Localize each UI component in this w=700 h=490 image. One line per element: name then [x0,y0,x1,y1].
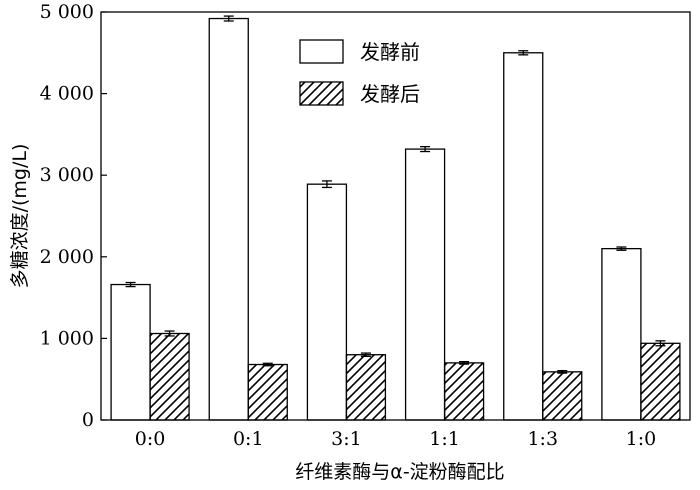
error-bar-after-1 [262,362,273,367]
legend-item-after: 发酵后 [299,81,420,106]
x-tick-label-5: 1:0 [626,428,657,450]
error-bar-before-1 [223,15,234,22]
error-bar-before-2 [321,180,332,189]
bar-before-3 [404,148,446,421]
error-bar-after-0 [164,330,175,337]
bar-after-0 [149,332,190,421]
bar-before-1 [208,17,249,421]
y-tick-label-1: 1 000 [40,327,94,349]
x-axis-title: 纤维素酶与α-淀粉酶配比 [295,461,504,483]
y-tick-label-3: 3 000 [40,164,94,186]
x-tick-label-2: 3:1 [331,428,362,450]
bar-after-1 [247,363,288,421]
y-tick-label-5: 5 000 [40,1,94,23]
plot-frame [100,11,691,421]
bar-after-5 [640,342,681,421]
error-bar-before-5 [616,246,627,251]
legend-item-before: 发酵前 [299,39,420,64]
x-tick-label-0: 0:0 [135,428,166,450]
error-bar-before-4 [518,50,529,56]
legend-swatch-before [299,39,344,64]
error-bar-after-4 [557,369,568,374]
error-bar-after-3 [459,361,470,365]
bar-after-2 [345,354,387,421]
error-bar-after-2 [360,352,371,358]
error-bar-before-3 [420,145,431,153]
y-axis-title: 多糖浓度/(mg/L) [9,144,31,289]
bar-before-5 [601,247,642,421]
error-bar-after-5 [655,340,666,347]
legend-label-before: 发酵前 [360,40,420,64]
legend-label-after: 发酵后 [360,82,420,106]
bar-after-4 [542,371,583,421]
y-tick-label-4: 4 000 [40,83,94,105]
bar-before-0 [110,283,151,421]
bar-before-2 [306,183,348,421]
y-tick-label-0: 0 [82,409,94,431]
x-tick-label-3: 1:1 [429,428,460,450]
legend-swatch-after [299,81,344,106]
x-tick-label-1: 0:1 [233,428,264,450]
y-tick-label-2: 2 000 [40,246,94,268]
bar-before-4 [503,52,544,421]
x-tick-label-4: 1:3 [527,428,558,450]
bar-after-3 [443,362,485,421]
error-bar-before-0 [125,281,136,288]
